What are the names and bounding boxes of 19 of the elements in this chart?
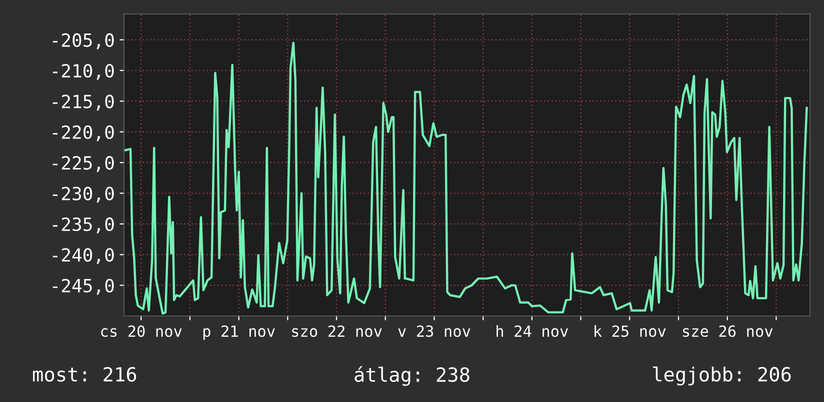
text: átlag: 238	[354, 366, 470, 386]
y-tick-label: -225,0	[52, 156, 114, 172]
x-tick-label: k 25 nov	[594, 325, 666, 337]
y-tick-label: -235,0	[52, 217, 114, 234]
y-tick-label: -230,0	[52, 186, 114, 203]
x-tick-label: cs 20 nov	[101, 325, 182, 337]
x-tick-label: h 24 nov	[496, 325, 568, 337]
x-tick-label: v 23 nov	[398, 325, 470, 337]
x-tick-label: sze 26 nov	[682, 325, 773, 337]
y-tick-label: -205,0	[52, 33, 114, 50]
x-tick-label: p 21 nov	[203, 325, 275, 340]
y-tick-label: -220,0	[52, 125, 114, 142]
y-tick-label: -215,0	[52, 94, 114, 111]
text: most: 216	[33, 366, 136, 382]
text: legjobb: 206	[653, 366, 791, 386]
y-tick-label: -245,0	[52, 278, 114, 295]
y-tick-label: -210,0	[52, 64, 114, 80]
x-tick-label: szo 22 nov	[292, 325, 382, 337]
y-tick-label: -240,0	[52, 248, 114, 264]
